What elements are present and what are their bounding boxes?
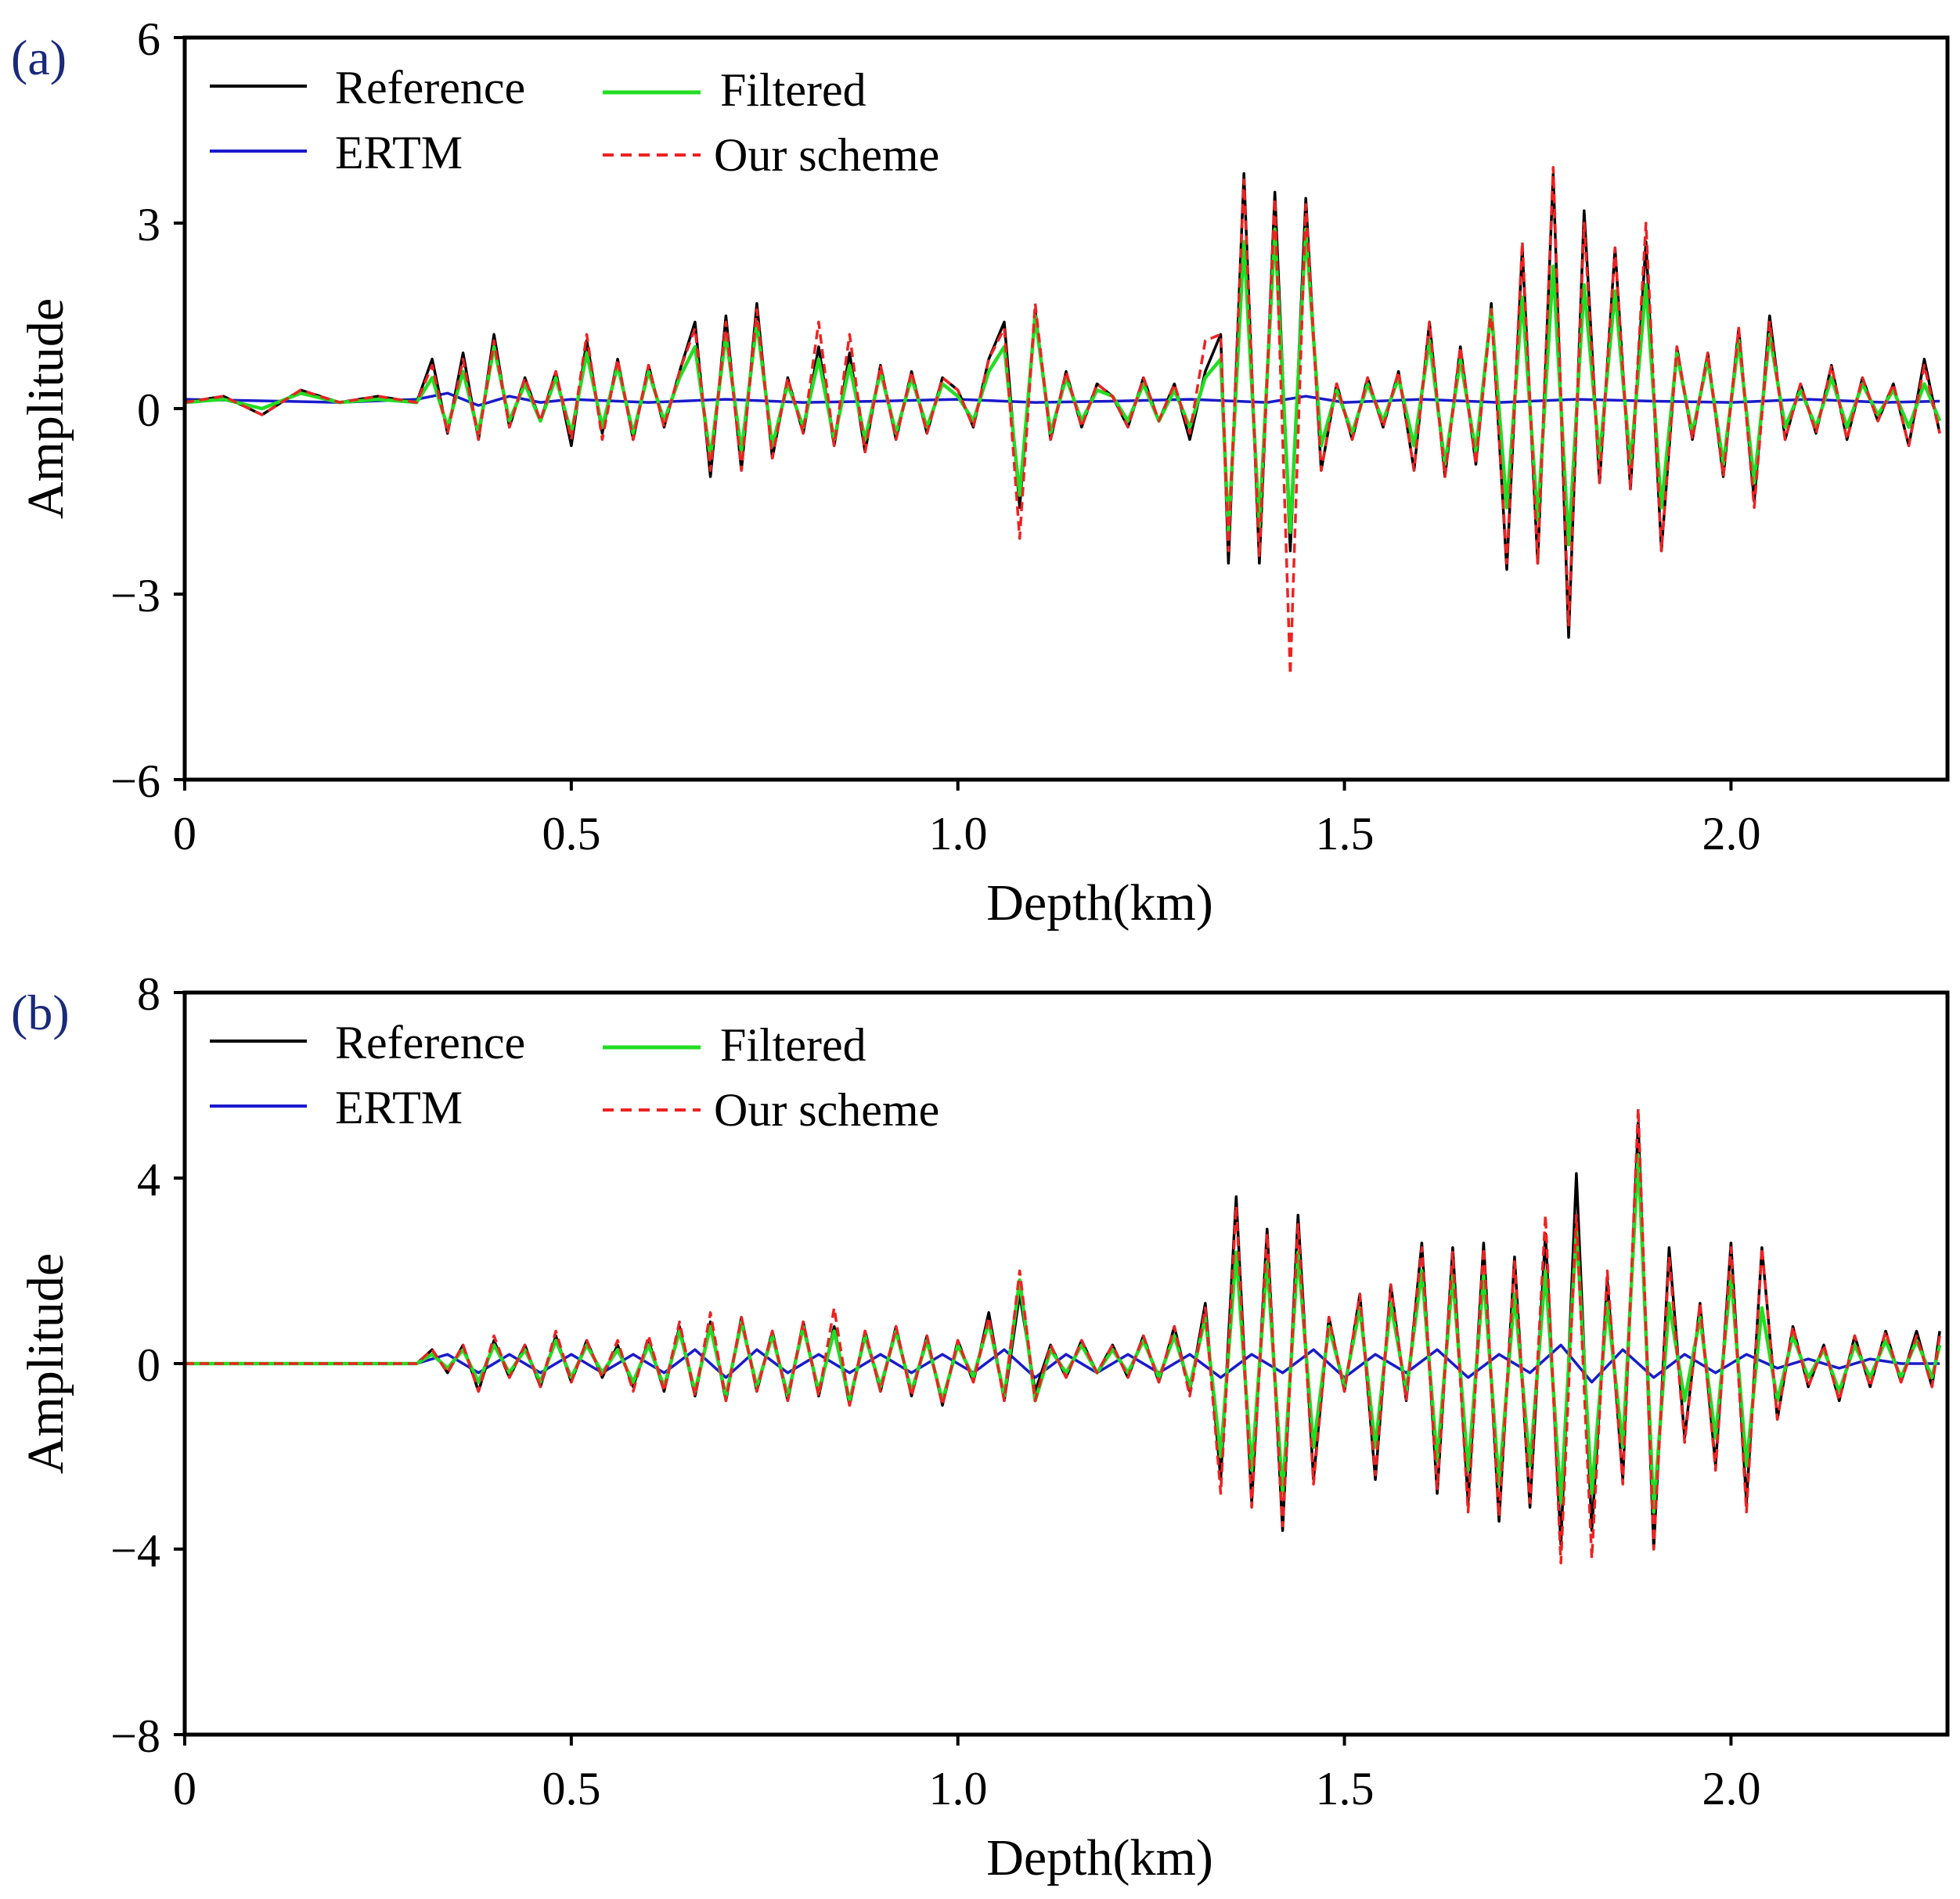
legend-ertm-label: ERTM [335, 127, 463, 178]
panel-a-legend: Reference ERTM Filtered Our scheme [210, 62, 939, 181]
panel-a-xtick-label: 1.0 [929, 808, 988, 859]
panel-a-ytick-label: −3 [110, 570, 160, 622]
legend-our-scheme-label: Our scheme [714, 129, 939, 181]
panel-a-series-our-scheme [185, 166, 1941, 676]
panel-a: (a) 6 3 0 −3 −6 0 0.5 1.0 1.5 2.0 Depth(… [11, 13, 1950, 931]
panel-b-ytick-label: −8 [110, 1710, 160, 1762]
panel-b-ytick-label: 8 [137, 968, 160, 1020]
panel-b-xlabel: Depth(km) [986, 1829, 1213, 1886]
legend-filtered-label: Filtered [720, 64, 867, 116]
panel-a-label: (a) [11, 30, 67, 85]
panel-a-ylabel: Amplitude [17, 298, 74, 519]
panel-a-series-ertm [185, 391, 1940, 407]
panel-a-series [185, 166, 1942, 676]
panel-b-xtick-label: 2.0 [1702, 1763, 1761, 1814]
panel-b-legend: Reference ERTM Filtered Our scheme [210, 1017, 939, 1136]
panel-b-ticks [174, 991, 1733, 1746]
panel-b-label: (b) [11, 985, 70, 1040]
panel-a-ytick-label: 3 [137, 199, 160, 250]
panel-b-series-our-scheme [185, 1107, 1941, 1565]
panel-b-ytick-label: −4 [110, 1525, 160, 1576]
panel-b-ylabel: Amplitude [17, 1253, 74, 1474]
panel-a-series-reference [185, 172, 1941, 640]
panel-b-series [185, 1107, 1942, 1565]
panel-b-xtick-label: 0.5 [542, 1763, 601, 1814]
panel-b-ytick-label: 0 [137, 1339, 160, 1391]
panel-a-xtick-label: 1.5 [1316, 808, 1375, 859]
panel-a-ticks [174, 36, 1733, 791]
panel-b: (b) 8 4 0 −4 −8 0 0.5 1.0 1.5 2.0 Depth(… [11, 968, 1950, 1886]
panel-a-ytick-label: −6 [110, 755, 160, 807]
panel-b-xtick-label: 1.5 [1316, 1763, 1375, 1814]
legend-filtered-label: Filtered [720, 1019, 867, 1071]
panel-b-xtick-label: 0 [173, 1763, 196, 1814]
legend-reference-label: Reference [335, 1017, 525, 1068]
panel-a-xlabel: Depth(km) [986, 874, 1213, 931]
panel-a-xtick-label: 0.5 [542, 808, 601, 859]
legend-our-scheme-label: Our scheme [714, 1084, 939, 1136]
panel-a-series-filtered [185, 227, 1942, 547]
panel-a-xtick-label: 2.0 [1702, 808, 1761, 859]
panel-a-ytick-label: 6 [137, 13, 160, 65]
panel-b-xtick-label: 1.0 [929, 1763, 988, 1814]
panel-b-ytick-label: 4 [137, 1154, 160, 1205]
panel-a-xtick-label: 0 [173, 808, 196, 859]
panel-a-ytick-label: 0 [137, 384, 160, 436]
legend-reference-label: Reference [335, 62, 525, 114]
legend-ertm-label: ERTM [335, 1082, 463, 1133]
